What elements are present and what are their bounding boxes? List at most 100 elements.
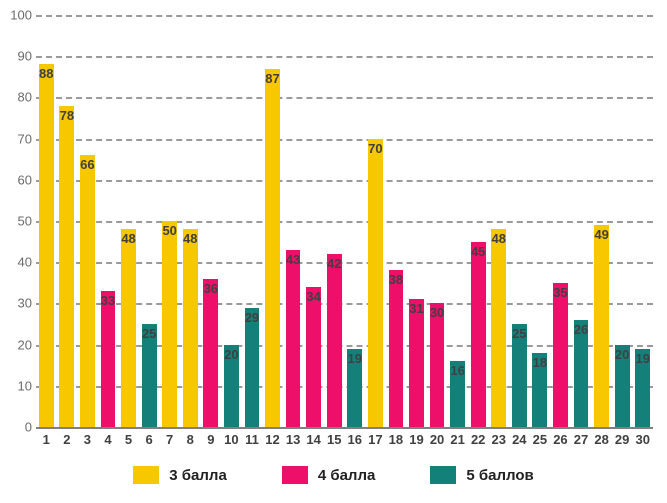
bar-value-label: 78 [60,108,74,123]
chart-legend: 3 балла 4 балла 5 баллов [0,466,667,484]
bar [265,69,280,427]
x-tick-label: 16 [348,432,362,447]
bar [553,283,568,427]
x-tick-label: 23 [492,432,506,447]
bar-value-label: 48 [492,231,506,246]
bar-value-label: 36 [204,281,218,296]
bar [162,221,177,427]
bar [409,299,424,427]
legend-label: 4 балла [318,467,376,484]
bar-value-label: 26 [574,322,588,337]
y-tick-label: 80 [6,90,32,105]
bar [471,242,486,427]
x-tick-label: 5 [125,432,132,447]
legend-item: 5 баллов [430,466,533,484]
bar [594,225,609,427]
bar-value-label: 18 [533,355,547,370]
y-tick-label: 60 [6,172,32,187]
y-tick-label: 70 [6,131,32,146]
bar [389,270,404,427]
x-tick-label: 9 [207,432,214,447]
x-tick-label: 26 [553,432,567,447]
y-tick-label: 100 [6,8,32,23]
bar [203,279,218,427]
x-axis-ticks: 1234567891011121314151617181920212223242… [36,432,653,454]
bar [39,64,54,427]
x-tick-label: 28 [594,432,608,447]
x-tick-label: 25 [533,432,547,447]
bar-chart: 0102030405060708090100887866334825504836… [0,0,667,503]
legend-item: 3 балла [133,466,227,484]
bar-value-label: 20 [224,347,238,362]
bar-value-label: 38 [389,272,403,287]
y-tick-label: 20 [6,337,32,352]
x-tick-label: 1 [43,432,50,447]
bar [80,155,95,427]
bar-value-label: 19 [348,351,362,366]
bar-value-label: 43 [286,252,300,267]
gridline [36,15,653,17]
bar-value-label: 34 [306,289,320,304]
y-tick-label: 0 [6,420,32,435]
bar-value-label: 20 [615,347,629,362]
bar-value-label: 66 [80,157,94,172]
bar [101,291,116,427]
bar-value-label: 31 [409,301,423,316]
legend-label: 5 баллов [466,467,533,484]
y-tick-label: 30 [6,296,32,311]
x-tick-label: 21 [450,432,464,447]
x-tick-label: 30 [635,432,649,447]
y-tick-label: 50 [6,214,32,229]
x-tick-label: 7 [166,432,173,447]
x-tick-label: 4 [104,432,111,447]
gridline [36,139,653,141]
x-tick-label: 6 [145,432,152,447]
x-tick-label: 29 [615,432,629,447]
gridline [36,221,653,223]
x-tick-label: 11 [245,432,259,447]
bar-value-label: 30 [430,305,444,320]
gridline [36,427,653,429]
y-tick-label: 10 [6,378,32,393]
bar [286,250,301,427]
plot-area: 0102030405060708090100887866334825504836… [36,15,653,427]
x-tick-label: 12 [265,432,279,447]
x-tick-label: 27 [574,432,588,447]
x-tick-label: 14 [306,432,320,447]
bar [327,254,342,427]
y-tick-label: 40 [6,255,32,270]
bar [491,229,506,427]
legend-item: 4 балла [282,466,376,484]
bar-value-label: 48 [121,231,135,246]
y-tick-label: 90 [6,49,32,64]
bar-value-label: 33 [101,293,115,308]
legend-swatch [282,466,308,484]
x-tick-label: 10 [224,432,238,447]
bar-value-label: 48 [183,231,197,246]
gridline [36,97,653,99]
bar-value-label: 25 [512,326,526,341]
x-tick-label: 24 [512,432,526,447]
legend-label: 3 балла [169,467,227,484]
bar-value-label: 49 [594,227,608,242]
bar-value-label: 70 [368,141,382,156]
bar [430,303,445,427]
bar [245,308,260,427]
bar [59,106,74,427]
x-tick-label: 13 [286,432,300,447]
x-tick-label: 2 [63,432,70,447]
bar-value-label: 88 [39,66,53,81]
x-tick-label: 15 [327,432,341,447]
bar-value-label: 35 [553,285,567,300]
x-tick-label: 19 [409,432,423,447]
legend-swatch [133,466,159,484]
legend-swatch [430,466,456,484]
gridline [36,180,653,182]
x-tick-label: 17 [368,432,382,447]
bar-value-label: 42 [327,256,341,271]
bar-value-label: 25 [142,326,156,341]
x-tick-label: 22 [471,432,485,447]
x-tick-label: 20 [430,432,444,447]
bar-value-label: 16 [450,363,464,378]
bar-value-label: 19 [635,351,649,366]
